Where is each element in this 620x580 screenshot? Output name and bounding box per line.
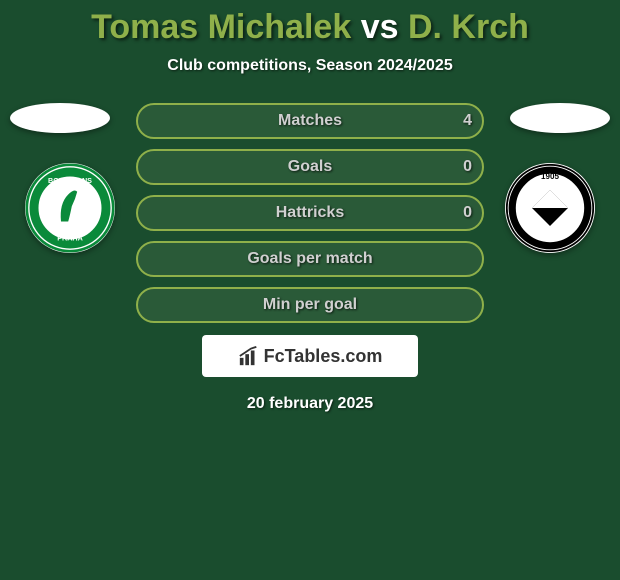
subtitle: Club competitions, Season 2024/2025 — [0, 57, 620, 75]
brand-box[interactable]: FcTables.com — [202, 335, 418, 377]
club-badge-left: BOHEMIANS PRAHA — [25, 163, 115, 253]
stat-label: Goals per match — [247, 250, 372, 268]
vs-text: vs — [361, 8, 399, 46]
stat-row: Hattricks 0 — [136, 195, 484, 231]
player1-name: Tomas Michalek — [91, 8, 351, 46]
stat-label: Hattricks — [276, 204, 344, 222]
stats-container: Matches 4 Goals 0 Hattricks 0 Goals per match M… — [136, 103, 484, 323]
svg-text:BOHEMIANS: BOHEMIANS — [48, 176, 92, 185]
stat-right-value: 0 — [463, 204, 472, 222]
stat-row: Goals 0 — [136, 149, 484, 185]
player2-name: D. Krch — [408, 8, 529, 46]
date-text: 20 february 2025 — [0, 395, 620, 413]
bohemians-logo-icon: BOHEMIANS PRAHA — [25, 163, 115, 253]
svg-text:1905: 1905 — [541, 172, 559, 181]
brand-text: FcTables.com — [264, 346, 383, 367]
dynamo-logo-icon: 1905 — [505, 163, 595, 253]
svg-text:PRAHA: PRAHA — [57, 233, 83, 242]
chart-icon — [238, 345, 260, 367]
player2-ellipse — [510, 103, 610, 133]
stat-label: Matches — [278, 112, 342, 130]
stat-label: Min per goal — [263, 296, 357, 314]
stat-row: Matches 4 — [136, 103, 484, 139]
stat-row: Goals per match — [136, 241, 484, 277]
stat-row: Min per goal — [136, 287, 484, 323]
player1-ellipse — [10, 103, 110, 133]
stat-right-value: 4 — [463, 112, 472, 130]
content-area: BOHEMIANS PRAHA 1905 Matches4Goals0Hattr… — [0, 103, 620, 413]
stat-label: Goals — [288, 158, 332, 176]
stat-right-value: 0 — [463, 158, 472, 176]
club-badge-right: 1905 — [505, 163, 595, 253]
page-title: Tomas Michalek vs D. Krch — [0, 0, 620, 47]
